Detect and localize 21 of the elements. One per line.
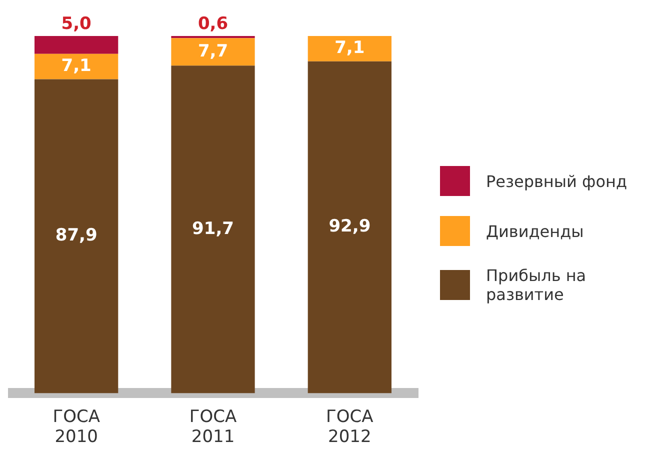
data-label: 87,9 <box>55 226 98 246</box>
legend-label: Прибыль на развитие <box>486 266 588 304</box>
data-label: 92,9 <box>328 216 371 237</box>
data-label: 7,7 <box>198 41 228 62</box>
x-tick-label: ГОСА 2010 <box>52 406 100 448</box>
data-label: 91,7 <box>192 218 234 239</box>
bar <box>171 38 255 66</box>
data-label: 0,6 <box>198 14 228 34</box>
bar <box>308 61 392 394</box>
bar <box>171 66 255 394</box>
x-tick-label: ГОСА 2012 <box>326 406 374 448</box>
data-label: 5,0 <box>61 14 92 34</box>
legend-label: Резервный фонд <box>486 172 628 190</box>
data-label: 7,1 <box>61 56 92 76</box>
data-label: 7,1 <box>334 38 365 58</box>
bar <box>34 54 118 80</box>
x-tick-label: ГОСА 2011 <box>189 406 237 448</box>
bar <box>34 36 118 54</box>
legend-label: Дивиденды <box>486 222 585 240</box>
bar <box>34 79 118 394</box>
bar <box>308 36 392 62</box>
